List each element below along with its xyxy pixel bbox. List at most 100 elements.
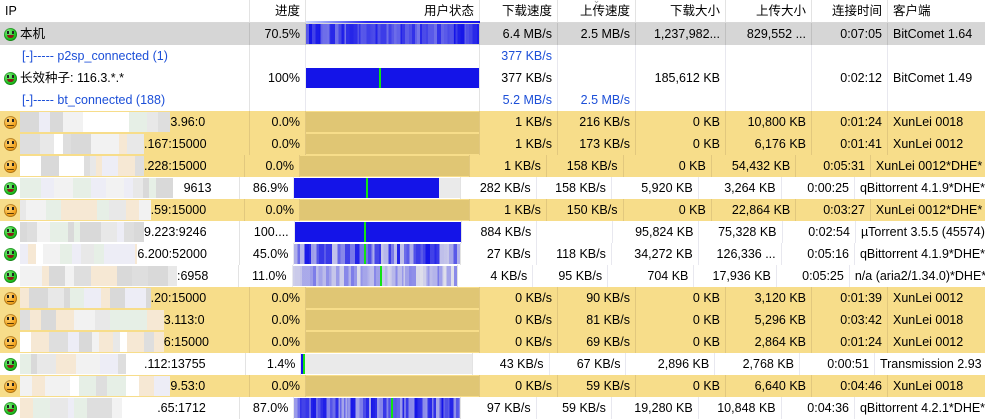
- tree-group-label[interactable]: [-]----- bt_connected (188): [22, 93, 166, 107]
- cell-ip[interactable]: 9.223:9246: [0, 221, 241, 243]
- column-header-up-speed[interactable]: ⌄ 上传速度: [558, 0, 636, 22]
- cell-download-speed: 5.2 MB/s: [480, 89, 558, 111]
- ip-address-text: .20:15000: [150, 291, 207, 305]
- cell-ip[interactable]: .167:15000: [0, 133, 250, 155]
- table-row[interactable]: .167:15000 0.0% 1 KB/s 173 KB/s 0 KB 6,176 KB…: [0, 133, 985, 155]
- cell-download-size: 0 KB: [636, 309, 726, 331]
- peer-status-bar: [306, 112, 479, 132]
- cell-progress: 45.0%: [240, 243, 295, 265]
- column-header-down-size[interactable]: 下载大小: [636, 0, 726, 22]
- cell-peer-status: [294, 397, 462, 419]
- cell-upload-speed: 173 KB/s: [558, 133, 636, 155]
- cell-progress: 0.0%: [250, 331, 306, 353]
- cell-ip[interactable]: 9.53:0: [0, 375, 250, 397]
- cell-ip[interactable]: .59:15000: [0, 199, 245, 221]
- cell-connect-time: 0:02:12: [812, 67, 888, 89]
- table-row[interactable]: .59:15000 0.0% 1 KB/s 150 KB/s 0 KB 22,864 KB…: [0, 199, 985, 221]
- ip-address-text: .167:15000: [144, 137, 207, 151]
- tree-group-label[interactable]: [-]----- p2sp_connected (1): [22, 49, 168, 63]
- table-row[interactable]: 9.53:0 0.0% 0 KB/s 59 KB/s 0 KB 6,640 KB 0:04:…: [0, 375, 985, 397]
- cell-connect-time: 0:01:24: [812, 331, 888, 353]
- column-header-progress[interactable]: 进度: [250, 0, 306, 22]
- table-row[interactable]: 长效种子: 116.3.*.* 100% 377 KB/s 185,612 KB 0:0…: [0, 67, 985, 89]
- peer-status-bar: [306, 24, 479, 44]
- cell-peer-status: [294, 221, 462, 243]
- cell-progress: 87.0%: [240, 397, 295, 419]
- table-row[interactable]: .20:15000 0.0% 0 KB/s 90 KB/s 0 KB 3,120 KB 0:…: [0, 287, 985, 309]
- smiley-orange-icon: [4, 115, 17, 129]
- cell-ip[interactable]: 长效种子: 116.3.*.*: [0, 67, 250, 89]
- column-header-up-size[interactable]: 上传大小: [726, 0, 812, 22]
- cell-upload-speed: 2.5 MB/s: [558, 23, 636, 45]
- cell-upload-size: 3,120 KB: [726, 287, 812, 309]
- cell-peer-status: [306, 287, 480, 309]
- cell-progress: [250, 89, 306, 111]
- table-row[interactable]: .228:15000 0.0% 1 KB/s 158 KB/s 0 KB 54,432 K…: [0, 155, 985, 177]
- cell-download-speed: 377 KB/s: [480, 45, 558, 67]
- table-row[interactable]: 6:15000 0.0% 0 KB/s 69 KB/s 0 KB 2,864 KB 0:01…: [0, 331, 985, 353]
- table-row[interactable]: 本机 70.5% 6.4 MB/s 2.5 MB/s 1,237,982... 829,5…: [0, 23, 985, 45]
- cell-ip[interactable]: [-]----- p2sp_connected (1): [0, 45, 250, 67]
- cell-connect-time: 0:05:25: [777, 265, 850, 287]
- smiley-green-icon: [4, 269, 17, 283]
- table-row[interactable]: 6.200:52000 45.0% 27 KB/s 118 KB/s 34,272 KB…: [0, 243, 985, 265]
- peer-status-position-tick: [364, 244, 367, 264]
- cell-ip[interactable]: 3.113:0: [0, 309, 250, 331]
- table-row[interactable]: 3.113:0 0.0% 0 KB/s 81 KB/s 0 KB 5,296 KB 0:03…: [0, 309, 985, 331]
- table-row[interactable]: [-]----- p2sp_connected (1) 377 KB/s: [0, 45, 985, 67]
- cell-download-size: [636, 45, 726, 67]
- table-row[interactable]: 9.223:9246 100.... 884 KB/s 95,824 KB 75,328…: [0, 221, 985, 243]
- column-header-peer-status[interactable]: 用户状态: [306, 0, 480, 22]
- ip-address-text: .228:15000: [144, 159, 207, 173]
- cell-upload-speed: 59 KB/s: [537, 397, 612, 419]
- cell-upload-size: 10,848 KB: [699, 397, 782, 419]
- table-row[interactable]: :6958 11.0% 4 KB/s 95 KB/s 704 KB 17,936 KB 0:…: [0, 265, 985, 287]
- table-row[interactable]: 3.96:0 0.0% 1 KB/s 216 KB/s 0 KB 10,800 KB 0:0…: [0, 111, 985, 133]
- cell-upload-speed: 2.5 MB/s: [558, 89, 636, 111]
- smiley-green-icon: [4, 27, 17, 41]
- cell-connect-time: 0:03:27: [796, 199, 871, 221]
- cell-ip[interactable]: .65:1712: [0, 397, 241, 419]
- cell-download-size: 95,824 KB: [613, 221, 700, 243]
- cell-ip[interactable]: 3.96:0: [0, 111, 250, 133]
- cell-ip[interactable]: :6958: [0, 265, 239, 287]
- cell-upload-size: 22,864 KB: [712, 199, 797, 221]
- cell-ip[interactable]: [-]----- bt_connected (188): [0, 89, 250, 111]
- table-row[interactable]: 9613 86.9% 282 KB/s 158 KB/s 5,920 KB 3,264 K…: [0, 177, 985, 199]
- cell-client: qBittorrent 4.1.9*DHE*: [859, 181, 985, 195]
- cell-peer-status: [306, 45, 480, 67]
- redacted-ip-blur: [20, 266, 177, 286]
- table-row[interactable]: .112:13755 1.4% 43 KB/s 67 KB/s 2,896 KB 2,76…: [0, 353, 985, 375]
- cell-ip[interactable]: .112:13755: [0, 353, 247, 375]
- column-header-connect-time[interactable]: 连接时间: [812, 0, 888, 22]
- redacted-ip-blur: [20, 310, 164, 330]
- column-header-down-speed[interactable]: 下载速度: [480, 0, 558, 22]
- cell-peer-status: [306, 111, 480, 133]
- peer-status-bar: [294, 398, 461, 418]
- cell-download-size: 19,280 KB: [612, 397, 699, 419]
- smiley-green-icon: [4, 181, 17, 195]
- ip-address-text: 本机: [20, 27, 46, 41]
- ip-address-text: 长效种子: 116.3.*.*: [20, 71, 124, 85]
- cell-ip[interactable]: 6:15000: [0, 331, 250, 353]
- cell-ip[interactable]: 6.200:52000: [0, 243, 241, 265]
- cell-peer-status: [306, 133, 480, 155]
- column-header-ip[interactable]: IP: [0, 0, 250, 22]
- cell-ip[interactable]: 9613: [0, 177, 241, 199]
- cell-download-speed: 43 KB/s: [473, 353, 550, 375]
- cell-ip[interactable]: .20:15000: [0, 287, 250, 309]
- cell-upload-speed: 81 KB/s: [558, 309, 636, 331]
- cell-peer-status: [294, 177, 462, 199]
- column-header-client[interactable]: 客户端: [893, 4, 931, 18]
- table-row[interactable]: [-]----- bt_connected (188) 5.2 MB/s 2.5 M…: [0, 89, 985, 111]
- cell-ip[interactable]: 本机: [0, 23, 250, 45]
- table-row[interactable]: .65:1712 87.0% 97 KB/s 59 KB/s 19,280 KB 10,8…: [0, 397, 985, 419]
- cell-download-size: 2,896 KB: [626, 353, 716, 375]
- cell-peer-status: [306, 331, 480, 353]
- cell-ip[interactable]: .228:15000: [0, 155, 245, 177]
- cell-connect-time: [812, 89, 888, 111]
- smiley-orange-icon: [4, 291, 17, 305]
- cell-upload-speed: [558, 67, 636, 89]
- smiley-orange-icon: [4, 159, 17, 173]
